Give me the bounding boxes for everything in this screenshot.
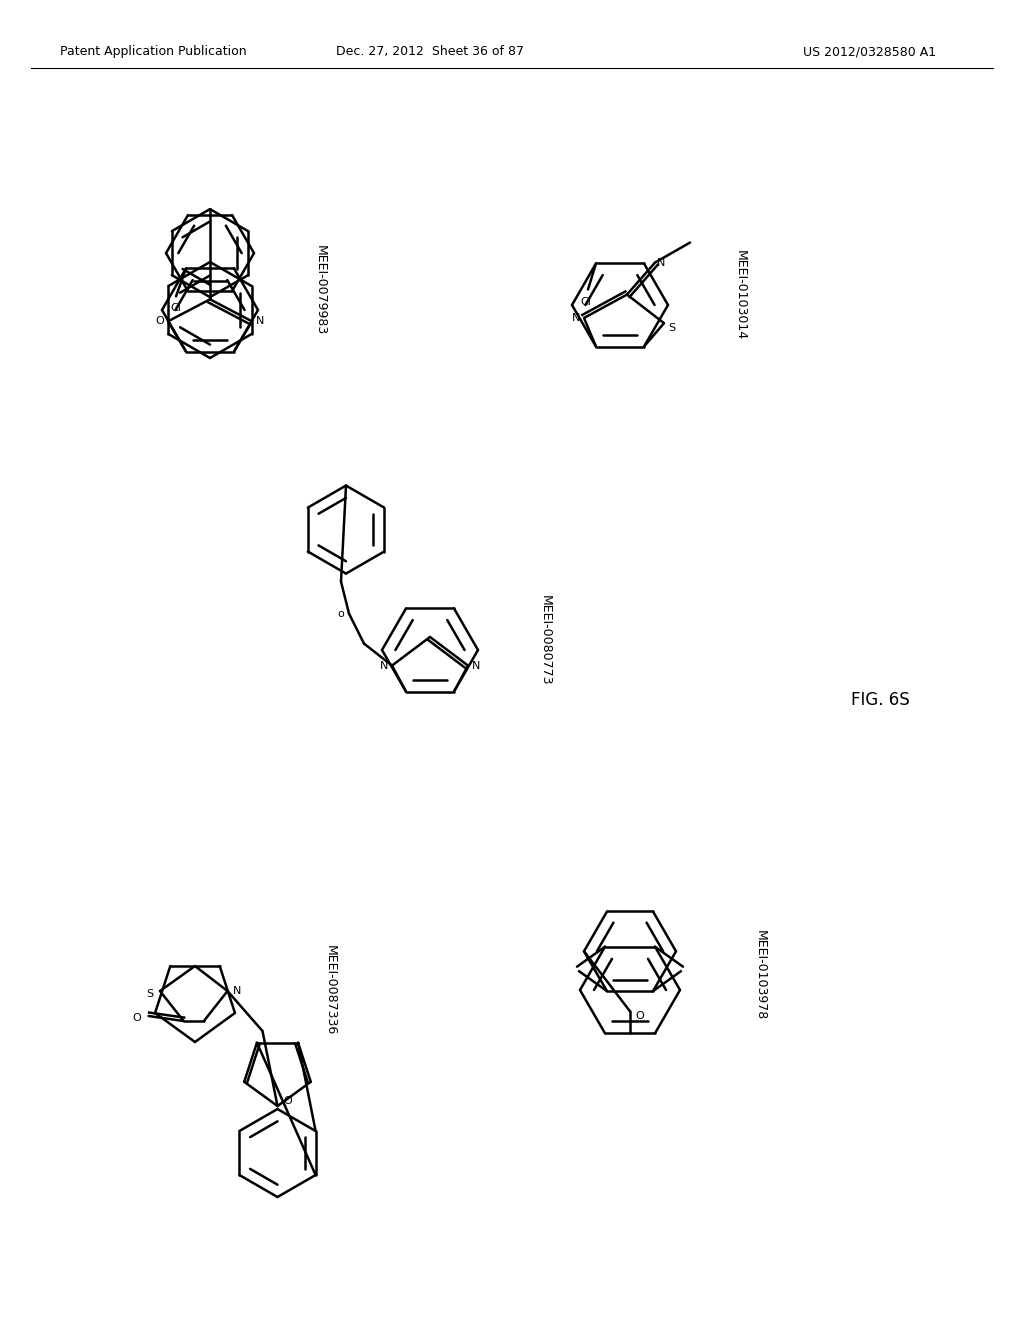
Text: Cl: Cl [171, 304, 181, 313]
Text: N: N [472, 660, 480, 671]
Text: Patent Application Publication: Patent Application Publication [60, 45, 247, 58]
Text: S: S [146, 989, 154, 999]
Text: MEEI-0079983: MEEI-0079983 [313, 246, 327, 335]
Text: O: O [156, 317, 165, 326]
Text: N: N [256, 317, 264, 326]
Text: O: O [283, 1096, 292, 1106]
Text: o: o [338, 609, 344, 619]
Text: MEEI-0103978: MEEI-0103978 [754, 929, 767, 1020]
Text: MEEI-0103014: MEEI-0103014 [733, 249, 746, 341]
Text: US 2012/0328580 A1: US 2012/0328580 A1 [804, 45, 937, 58]
Text: O: O [132, 1012, 141, 1023]
Text: MEEI-0087336: MEEI-0087336 [324, 945, 337, 1035]
Text: MEEI-0080773: MEEI-0080773 [539, 595, 552, 685]
Text: O: O [636, 1011, 644, 1022]
Text: Cl: Cl [581, 297, 592, 308]
Text: N: N [380, 660, 388, 671]
Text: N: N [233, 986, 242, 997]
Text: N: N [656, 257, 666, 268]
Text: Dec. 27, 2012  Sheet 36 of 87: Dec. 27, 2012 Sheet 36 of 87 [336, 45, 524, 58]
Text: FIG. 6S: FIG. 6S [851, 690, 909, 709]
Text: N: N [571, 313, 581, 323]
Text: S: S [669, 323, 676, 333]
